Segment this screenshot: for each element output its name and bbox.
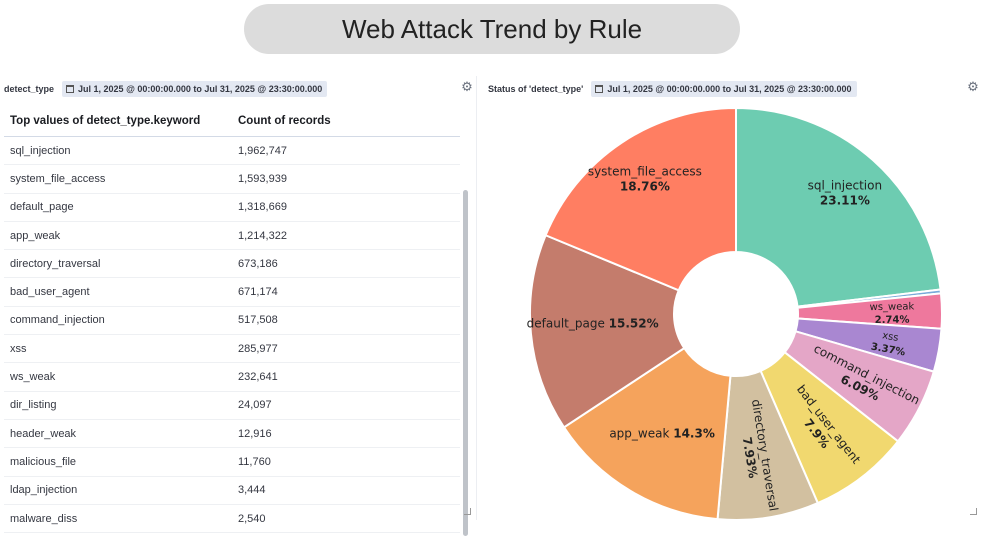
table-header-row: Top values of detect_type.keyword Count … bbox=[4, 106, 460, 137]
table-scrollbar[interactable] bbox=[463, 190, 468, 536]
slice-value: 7.93% bbox=[740, 436, 760, 479]
table-row[interactable]: default_page 1,318,669 bbox=[4, 193, 460, 222]
detect-type-cell: xss bbox=[4, 334, 232, 364]
slice-value: 23.11% bbox=[820, 193, 870, 207]
pie-time-range-badge[interactable]: Jul 1, 2025 @ 00:00:00.000 to Jul 31, 20… bbox=[591, 81, 857, 97]
slice-value: 18.76% bbox=[620, 180, 670, 194]
slice-value: 14.3% bbox=[673, 427, 715, 441]
table-row[interactable]: malicious_file 11,760 bbox=[4, 447, 460, 477]
pie-time-range-text: Jul 1, 2025 @ 00:00:00.000 to Jul 31, 20… bbox=[607, 84, 852, 94]
count-cell: 11,760 bbox=[232, 447, 460, 477]
pie-panel-title: Status of 'detect_type' bbox=[488, 84, 584, 94]
detect-type-cell: app_weak bbox=[4, 221, 232, 251]
slice-app-weak[interactable] bbox=[562, 346, 732, 520]
table-time-range-text: Jul 1, 2025 @ 00:00:00.000 to Jul 31, 20… bbox=[78, 84, 323, 94]
detect-type-cell: directory_traversal bbox=[4, 249, 232, 279]
table-row[interactable]: ldap_injection 3,444 bbox=[4, 476, 460, 505]
table-row[interactable]: malware_diss 2,540 bbox=[4, 504, 460, 534]
table-row[interactable]: dir_listing 24,097 bbox=[4, 391, 460, 420]
detect-type-cell: ldap_injection bbox=[4, 476, 232, 505]
table-row[interactable]: sql_injection 1,962,747 bbox=[4, 136, 460, 166]
count-cell: 1,318,669 bbox=[232, 193, 460, 222]
count-cell: 1,214,322 bbox=[232, 221, 460, 251]
detect-type-cell: sql_injection bbox=[4, 136, 232, 166]
count-cell: 517,508 bbox=[232, 306, 460, 336]
count-cell: 1,593,939 bbox=[232, 164, 460, 194]
detect-type-cell: dir_listing bbox=[4, 391, 232, 420]
detect-type-cell: default_page bbox=[4, 193, 232, 222]
slice-name: system_file_access bbox=[588, 165, 702, 179]
table-row[interactable]: bad_user_agent 671,174 bbox=[4, 277, 460, 307]
table-panel-header: detect_type Jul 1, 2025 @ 00:00:00.000 t… bbox=[0, 76, 476, 102]
table-panel-title: detect_type bbox=[4, 84, 55, 94]
count-cell: 673,186 bbox=[232, 249, 460, 279]
slice-label-default-page: default_page 15.52% bbox=[527, 317, 659, 331]
table-row[interactable]: system_file_access 1,593,939 bbox=[4, 164, 460, 194]
table-row[interactable]: xss 285,977 bbox=[4, 334, 460, 364]
slice-label-app-weak: app_weak 14.3% bbox=[609, 427, 715, 441]
slice-name: default_page bbox=[527, 317, 609, 331]
gear-icon[interactable]: ⚙ bbox=[967, 80, 979, 95]
slice-value: 2.74% bbox=[875, 315, 910, 326]
detect-type-cell: malicious_file bbox=[4, 447, 232, 477]
resize-handle-icon[interactable] bbox=[970, 508, 977, 515]
table-row[interactable]: directory_traversal 673,186 bbox=[4, 249, 460, 279]
slice-name: app_weak bbox=[609, 427, 673, 441]
count-cell: 232,641 bbox=[232, 362, 460, 392]
detect-type-cell: ws_weak bbox=[4, 362, 232, 392]
slice-name: sql_injection bbox=[808, 178, 882, 192]
table-row[interactable]: app_weak 1,214,322 bbox=[4, 221, 460, 251]
pie-panel-header: Status of 'detect_type' Jul 1, 2025 @ 00… bbox=[484, 76, 982, 102]
donut-chart: sql_injection23.11%ws_weak2.74%xss3.37%c… bbox=[527, 106, 943, 520]
calendar-icon bbox=[595, 85, 604, 93]
count-cell: 1,962,747 bbox=[232, 136, 460, 166]
slice-sql-injection[interactable] bbox=[735, 106, 942, 308]
detect-type-cell: malware_diss bbox=[4, 504, 232, 534]
count-cell: 2,540 bbox=[232, 504, 460, 534]
resize-handle-icon[interactable] bbox=[464, 508, 471, 515]
column-header-detect-type[interactable]: Top values of detect_type.keyword bbox=[4, 106, 232, 137]
slice-label-ws-weak: ws_weak 2.74% bbox=[870, 301, 915, 326]
table-row[interactable]: header_weak 12,916 bbox=[4, 419, 460, 449]
slice-default-page[interactable] bbox=[529, 233, 686, 429]
detect-type-cell: command_injection bbox=[4, 306, 232, 336]
table-row[interactable]: ws_weak 232,641 bbox=[4, 362, 460, 392]
detect-type-cell: system_file_access bbox=[4, 164, 232, 194]
table-row[interactable]: command_injection 517,508 bbox=[4, 306, 460, 336]
count-cell: 24,097 bbox=[232, 391, 460, 420]
count-cell: 3,444 bbox=[232, 476, 460, 505]
slice-system-file-access[interactable] bbox=[544, 106, 737, 292]
table-time-range-badge[interactable]: Jul 1, 2025 @ 00:00:00.000 to Jul 31, 20… bbox=[62, 81, 328, 97]
svg-text:default_page 15.52%: default_page 15.52% bbox=[527, 317, 659, 331]
detect-type-cell: bad_user_agent bbox=[4, 277, 232, 307]
pie-panel: Status of 'detect_type' Jul 1, 2025 @ 00… bbox=[484, 76, 982, 520]
dashboard-title: Web Attack Trend by Rule bbox=[244, 4, 740, 54]
count-cell: 285,977 bbox=[232, 334, 460, 364]
calendar-icon bbox=[66, 85, 75, 93]
count-cell: 671,174 bbox=[232, 277, 460, 307]
detect-type-cell: header_weak bbox=[4, 419, 232, 449]
gear-icon[interactable]: ⚙ bbox=[461, 80, 473, 95]
dashboard-title-text: Web Attack Trend by Rule bbox=[341, 13, 643, 44]
slice-name: xss bbox=[881, 330, 899, 344]
column-header-count[interactable]: Count of records bbox=[232, 106, 460, 137]
data-table: Top values of detect_type.keyword Count … bbox=[4, 106, 460, 534]
table-panel: detect_type Jul 1, 2025 @ 00:00:00.000 t… bbox=[0, 76, 477, 536]
svg-text:app_weak 14.3%: app_weak 14.3% bbox=[609, 427, 715, 441]
count-cell: 12,916 bbox=[232, 419, 460, 449]
slice-name: ws_weak bbox=[870, 301, 915, 313]
slice-value: 15.52% bbox=[609, 317, 659, 331]
